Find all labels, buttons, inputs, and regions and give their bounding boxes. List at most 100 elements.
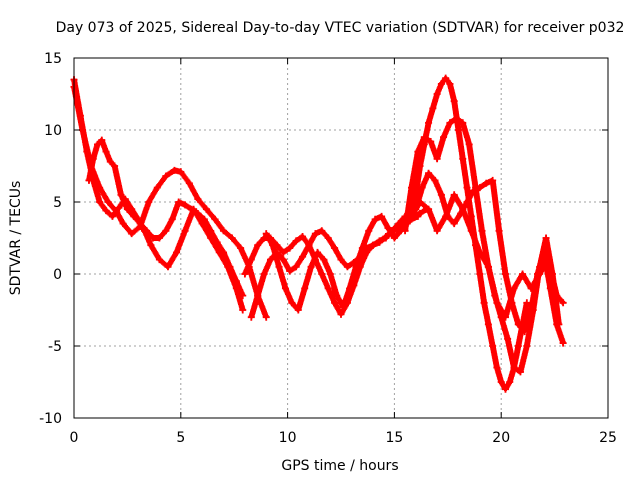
- data-point: [294, 306, 302, 314]
- data-point: [369, 241, 377, 249]
- data-point: [181, 227, 189, 235]
- data-point: [130, 212, 138, 220]
- data-point: [416, 198, 424, 206]
- data-point: [247, 313, 255, 321]
- data-point: [145, 198, 153, 206]
- data-point: [521, 328, 529, 336]
- data-point: [427, 138, 435, 146]
- y-tick-label: -10: [39, 411, 62, 427]
- series-band: [71, 76, 246, 313]
- data-point: [454, 126, 462, 134]
- data-point: [164, 263, 172, 271]
- data-point: [279, 248, 287, 256]
- data-point: [301, 284, 309, 292]
- data-point: [220, 227, 228, 235]
- data-point: [450, 191, 458, 199]
- data-point: [93, 140, 101, 148]
- data-point: [484, 263, 492, 271]
- data-point: [418, 184, 426, 192]
- y-tick-label: 0: [53, 267, 62, 283]
- data-point: [504, 335, 512, 343]
- data-point: [553, 292, 561, 300]
- data-point: [115, 204, 123, 212]
- data-point: [155, 256, 163, 264]
- data-point: [420, 133, 428, 141]
- data-point: [425, 119, 433, 127]
- data-point: [401, 227, 409, 235]
- data-point: [324, 284, 332, 292]
- data-series-layer: [70, 74, 567, 393]
- data-point: [102, 148, 110, 156]
- data-point: [450, 220, 458, 228]
- data-point: [501, 313, 509, 321]
- series-band: [402, 115, 562, 375]
- data-point: [542, 234, 550, 242]
- data-point: [305, 241, 313, 249]
- data-point: [314, 248, 322, 256]
- data-point: [202, 205, 210, 213]
- series-track-1: [70, 76, 247, 314]
- data-point: [262, 313, 270, 321]
- x-tick-label: 15: [385, 430, 403, 446]
- series-track-8: [401, 114, 563, 376]
- data-point: [489, 176, 497, 184]
- data-point: [292, 237, 300, 245]
- data-point: [318, 270, 326, 278]
- data-point: [501, 385, 509, 393]
- data-point: [286, 244, 294, 252]
- data-point: [459, 155, 467, 163]
- data-point: [331, 299, 339, 307]
- data-point: [267, 256, 275, 264]
- data-point: [446, 119, 454, 127]
- data-point: [465, 140, 473, 148]
- data-point: [324, 234, 332, 242]
- data-point: [239, 306, 247, 314]
- data-point: [194, 210, 202, 218]
- y-tick-label: 10: [44, 123, 62, 139]
- data-point: [514, 320, 522, 328]
- data-point: [489, 342, 497, 350]
- data-point: [399, 220, 407, 228]
- data-point: [104, 198, 112, 206]
- data-point: [482, 179, 490, 187]
- data-point: [200, 215, 208, 223]
- data-point: [254, 241, 262, 249]
- data-point: [207, 227, 215, 235]
- data-point: [85, 176, 93, 184]
- data-point: [232, 277, 240, 285]
- data-point: [540, 248, 548, 256]
- x-tick-label: 5: [176, 430, 185, 446]
- data-point: [484, 320, 492, 328]
- data-point: [111, 162, 119, 170]
- data-point: [177, 168, 185, 176]
- data-point: [307, 263, 315, 271]
- data-point: [241, 270, 249, 278]
- data-point: [469, 186, 477, 194]
- data-point: [523, 342, 531, 350]
- data-point: [459, 119, 467, 127]
- data-point: [260, 270, 268, 278]
- data-point: [467, 212, 475, 220]
- data-point: [175, 198, 183, 206]
- data-point: [269, 241, 277, 249]
- data-point: [519, 270, 527, 278]
- data-point: [446, 80, 454, 88]
- data-point: [318, 227, 326, 235]
- data-point: [463, 184, 471, 192]
- data-point: [440, 133, 448, 141]
- data-point: [527, 306, 535, 314]
- data-point: [501, 270, 509, 278]
- data-point: [339, 303, 347, 311]
- data-point: [117, 191, 125, 199]
- data-point: [493, 299, 501, 307]
- data-point: [506, 378, 514, 386]
- series-track-9: [412, 169, 567, 347]
- data-point: [108, 212, 116, 220]
- data-point: [414, 148, 422, 156]
- data-point: [480, 299, 488, 307]
- axis-ticks-layer: 0 5 10 15 20 25 -10 -5 0 5 10 15: [39, 51, 617, 446]
- data-point: [382, 233, 390, 241]
- data-point: [311, 230, 319, 238]
- data-point: [279, 256, 287, 264]
- data-point: [476, 184, 484, 192]
